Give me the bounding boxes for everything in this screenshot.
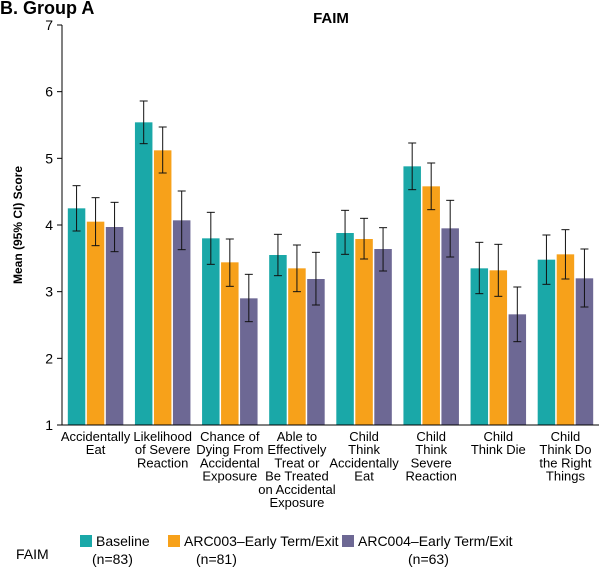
legend-row-label: FAIM bbox=[16, 546, 49, 562]
bar bbox=[336, 233, 354, 425]
bar-group bbox=[336, 209, 392, 425]
bar bbox=[153, 150, 172, 426]
bar-group bbox=[202, 211, 258, 425]
x-category-label: Accidentally Eat bbox=[61, 429, 131, 457]
bar-group bbox=[470, 241, 527, 425]
bar bbox=[67, 208, 86, 425]
bar bbox=[221, 262, 239, 425]
x-category-label: Child Think Severe Reaction bbox=[406, 429, 457, 484]
y-axis: 1 2 3 4 5 6 7 bbox=[45, 17, 63, 433]
bar bbox=[537, 259, 556, 425]
y-axis-label: Mean (95% CI) Score bbox=[11, 166, 25, 284]
bar bbox=[422, 186, 440, 425]
bar bbox=[86, 221, 105, 425]
bar bbox=[172, 220, 191, 425]
bar bbox=[105, 227, 124, 425]
legend-series-name: ARC004–Early Term/Exit bbox=[358, 533, 513, 549]
legend-series-name: Baseline bbox=[96, 533, 150, 549]
bar-group bbox=[134, 100, 191, 426]
x-category-label: Child Think Accidentally Eat bbox=[329, 429, 399, 484]
bar bbox=[288, 268, 306, 425]
y-tick-label: 6 bbox=[45, 84, 53, 100]
legend-swatch bbox=[342, 535, 354, 547]
bar bbox=[202, 238, 220, 425]
y-tick-label: 1 bbox=[45, 417, 53, 433]
bar-group bbox=[537, 229, 594, 425]
bar-group bbox=[269, 233, 325, 425]
y-tick-label: 2 bbox=[45, 350, 53, 366]
legend-item: ARC003–Early Term/Exit (n=81) bbox=[168, 533, 339, 567]
legend-series-name: ARC003–Early Term/Exit bbox=[184, 533, 339, 549]
legend-series-n: (n=83) bbox=[92, 551, 133, 567]
x-category-label: Child Think Die bbox=[471, 429, 526, 457]
legend-series-n: (n=81) bbox=[196, 551, 237, 567]
x-category-label: Chance of Dying From Accidental Exposure bbox=[196, 429, 263, 484]
legend-item: ARC004–Early Term/Exit (n=63) bbox=[342, 533, 513, 567]
x-category-label: Able to Effectively Treat or Be Treated on A… bbox=[258, 429, 335, 510]
panel-label: B. Group A bbox=[0, 0, 94, 18]
bar bbox=[403, 166, 421, 426]
legend-swatch bbox=[168, 535, 180, 547]
bar bbox=[134, 122, 153, 425]
bar bbox=[508, 314, 527, 425]
bar bbox=[269, 255, 287, 425]
legend-item: Baseline (n=83) bbox=[80, 533, 150, 567]
bar bbox=[489, 270, 508, 425]
bar bbox=[441, 228, 459, 425]
bar bbox=[575, 278, 594, 425]
y-tick-label: 4 bbox=[45, 217, 53, 233]
bar bbox=[355, 239, 373, 425]
bar bbox=[307, 279, 325, 425]
chart-title: FAIM bbox=[313, 10, 349, 27]
legend-series-n: (n=63) bbox=[408, 551, 449, 567]
legend-swatch bbox=[80, 535, 92, 547]
bar-group bbox=[67, 185, 124, 425]
y-tick-label: 7 bbox=[45, 17, 53, 33]
bar-groups bbox=[67, 100, 594, 426]
bar bbox=[470, 268, 489, 425]
bar bbox=[240, 298, 258, 425]
y-tick-label: 5 bbox=[45, 150, 53, 166]
x-category-label: Likelihood of Severe Reaction bbox=[133, 429, 192, 470]
x-category-label: Child Think Do the Right Things bbox=[539, 429, 591, 484]
bar bbox=[374, 249, 392, 425]
bar-group bbox=[403, 142, 459, 426]
legend: FAIM Baseline (n=83) ARC003–Early Term/Exit… bbox=[16, 533, 513, 567]
y-tick-label: 3 bbox=[45, 284, 53, 300]
bar bbox=[556, 254, 575, 425]
